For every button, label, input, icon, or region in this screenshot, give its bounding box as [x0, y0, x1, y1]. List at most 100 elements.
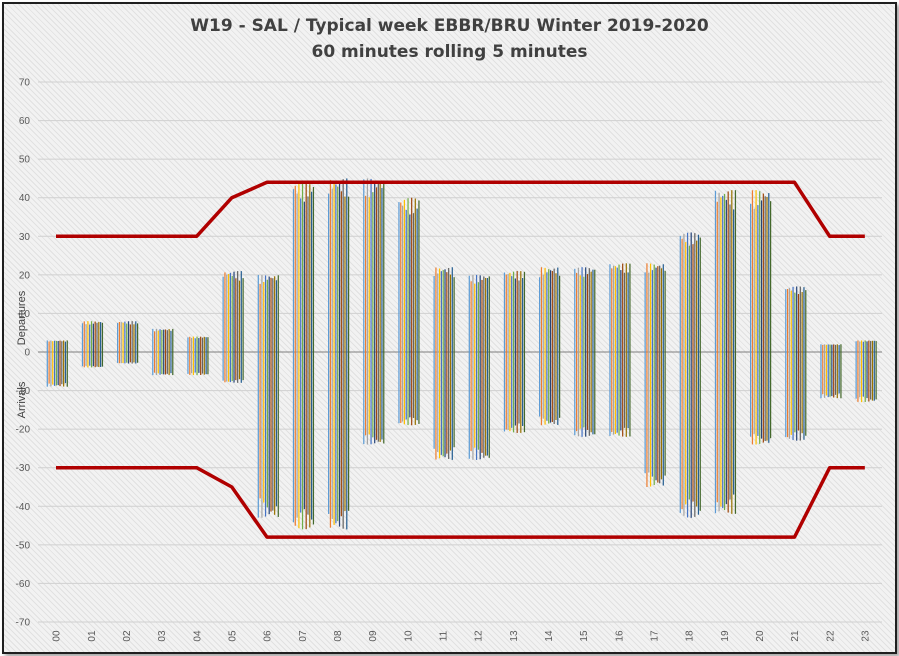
arrival-bar	[257, 352, 259, 518]
departure-bar	[309, 184, 311, 352]
departure-bar	[542, 274, 544, 352]
departure-bar	[688, 245, 690, 352]
arrival-bar	[581, 352, 583, 437]
arrival-bar	[129, 352, 131, 363]
arrival-bar	[312, 352, 315, 525]
departure-bar	[692, 244, 694, 352]
departure-bar	[242, 278, 244, 352]
departure-bar	[696, 240, 698, 352]
arrival-bar	[696, 352, 698, 507]
arrival-bar	[629, 352, 631, 437]
departure-bar	[625, 263, 627, 352]
arrival-bar	[124, 352, 126, 364]
departure-bar	[59, 340, 61, 352]
x-tick-label: 02	[122, 630, 133, 642]
arrival-bar	[137, 352, 139, 363]
departure-bar	[303, 201, 305, 352]
arrival-bar	[294, 352, 296, 526]
arrival-bar	[612, 352, 615, 435]
arrival-bar	[194, 352, 196, 373]
departure-bar	[170, 330, 172, 352]
arrival-bar	[157, 352, 159, 374]
arrival-bar	[833, 352, 835, 398]
departure-bar	[834, 344, 837, 352]
departure-bar	[335, 184, 337, 352]
arrival-bar	[57, 352, 59, 386]
departure-bar	[229, 272, 231, 352]
departure-bar	[586, 274, 589, 352]
x-tick-label: 17	[649, 630, 660, 642]
departure-bar	[796, 286, 798, 352]
departure-bar	[292, 189, 295, 352]
departure-bar	[198, 338, 200, 352]
arrival-bar	[553, 352, 555, 425]
arrival-bar	[551, 352, 553, 422]
arrival-bar	[303, 352, 305, 510]
arrival-bar	[481, 352, 483, 453]
departure-bar	[192, 336, 195, 352]
departure-bar	[770, 201, 772, 352]
arrival-bar	[229, 352, 231, 383]
arrival-bar	[292, 352, 295, 523]
arrival-bar	[307, 352, 309, 515]
departure-bar	[383, 180, 385, 352]
arrival-bar	[449, 352, 452, 451]
x-tick-label: 04	[192, 630, 203, 642]
arrival-bar	[94, 352, 96, 368]
arrival-bar	[620, 352, 622, 431]
arrival-bar	[792, 352, 794, 441]
departure-bar	[868, 340, 870, 352]
arrival-bar	[101, 352, 104, 367]
departure-bar	[579, 275, 581, 352]
x-tick-label: 06	[263, 630, 274, 642]
departure-bar	[797, 293, 800, 352]
arrival-bar	[451, 352, 453, 460]
arrival-bar	[770, 352, 772, 439]
arrival-bar	[766, 352, 768, 441]
arrival-bar	[89, 352, 91, 366]
departure-bar	[296, 193, 298, 352]
arrival-bar	[757, 352, 759, 436]
departure-bar	[222, 276, 224, 352]
arrival-bar	[172, 352, 174, 376]
arrival-bar	[796, 352, 798, 441]
arrival-bar	[261, 352, 263, 518]
arrival-bar	[614, 352, 617, 435]
arrival-bar	[364, 352, 367, 436]
y-tick-label: -40	[16, 502, 31, 513]
departure-bar	[237, 271, 239, 352]
departure-bar	[259, 283, 261, 352]
arrival-bar	[363, 352, 365, 445]
departure-bar	[418, 200, 420, 352]
arrival-bar	[575, 352, 578, 432]
departure-bar	[194, 338, 196, 352]
departure-bar	[161, 329, 163, 352]
arrival-bar	[875, 352, 877, 400]
arrival-bar	[159, 352, 161, 375]
departure-bar	[305, 182, 307, 352]
departure-bar	[400, 202, 402, 352]
departure-bar	[714, 190, 717, 352]
departure-bar	[653, 264, 655, 352]
departure-bar	[274, 276, 276, 352]
arrival-bar	[646, 352, 648, 487]
departure-bar	[612, 265, 615, 352]
departure-bar	[609, 264, 611, 352]
arrival-bar	[55, 352, 57, 386]
departure-bar	[449, 274, 452, 352]
arrival-bar	[238, 352, 241, 380]
arrival-bar	[470, 352, 472, 451]
x-tick-label: 15	[579, 630, 590, 642]
arrival-bar	[398, 352, 400, 424]
departure-bar	[657, 266, 659, 352]
arrival-bar	[63, 352, 65, 387]
departure-bar	[398, 202, 400, 352]
departure-bar	[440, 271, 442, 352]
arrival-bar	[722, 352, 724, 509]
departure-bar	[860, 340, 863, 352]
departure-bar	[189, 336, 191, 352]
arrival-bar	[468, 352, 470, 459]
chart-subtitle: 60 minutes rolling 5 minutes	[311, 42, 588, 62]
arrival-bar	[681, 352, 683, 510]
arrival-bar	[862, 352, 864, 397]
